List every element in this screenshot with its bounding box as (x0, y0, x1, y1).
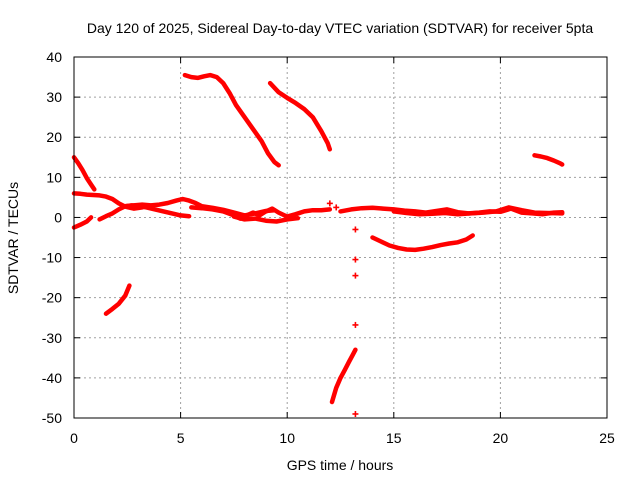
y-tick-label: 30 (46, 89, 62, 105)
y-tick-label: 0 (54, 209, 62, 225)
series-arc-3 (71, 215, 94, 230)
series-arc-5 (103, 283, 132, 316)
y-tick-label: 20 (46, 129, 62, 145)
plus-marker (352, 410, 359, 417)
series-arc-11 (329, 347, 358, 405)
plot-frame (73, 56, 608, 419)
y-tick-label: -40 (42, 370, 62, 386)
series-arc-9 (231, 214, 301, 224)
series-arc-8 (189, 205, 333, 221)
plus-marker (333, 204, 340, 211)
x-tick-label: 20 (493, 430, 509, 446)
series-layer (71, 72, 565, 405)
series-arc-13 (370, 233, 475, 253)
series-arc-7 (182, 72, 281, 168)
plus-marker (352, 321, 359, 328)
y-tick-label: -10 (42, 250, 62, 266)
x-tick-label: 5 (177, 430, 185, 446)
plus-marker (326, 200, 333, 207)
y-tick-label: 40 (46, 49, 62, 65)
series-arc-1 (71, 155, 97, 192)
scatter-layer (326, 200, 359, 417)
series-arc-14 (391, 205, 565, 217)
x-tick-label: 0 (70, 430, 78, 446)
y-tick-label: 10 (46, 169, 62, 185)
x-tick-label: 15 (386, 430, 402, 446)
series-arc-15 (532, 153, 565, 167)
x-axis-label: GPS time / hours (287, 457, 394, 473)
axis-ticks: 0 5 10 15 20 25 -50 -40 -30 -20 -10 0 10 20 30 40 (42, 49, 615, 446)
gridlines (74, 57, 607, 418)
series-arc-10 (267, 80, 333, 152)
x-tick-label: 25 (599, 430, 615, 446)
y-tick-label: -30 (42, 330, 62, 346)
y-tick-label: -50 (42, 410, 62, 426)
y-axis-label: SDTVAR / TECUs (5, 182, 21, 294)
x-tick-label: 10 (279, 430, 295, 446)
y-tick-label: -20 (42, 290, 62, 306)
plus-marker (352, 226, 359, 233)
chart-title: Day 120 of 2025, Sidereal Day-to-day VTE… (87, 20, 594, 36)
plus-marker (352, 272, 359, 279)
plus-marker (352, 256, 359, 263)
